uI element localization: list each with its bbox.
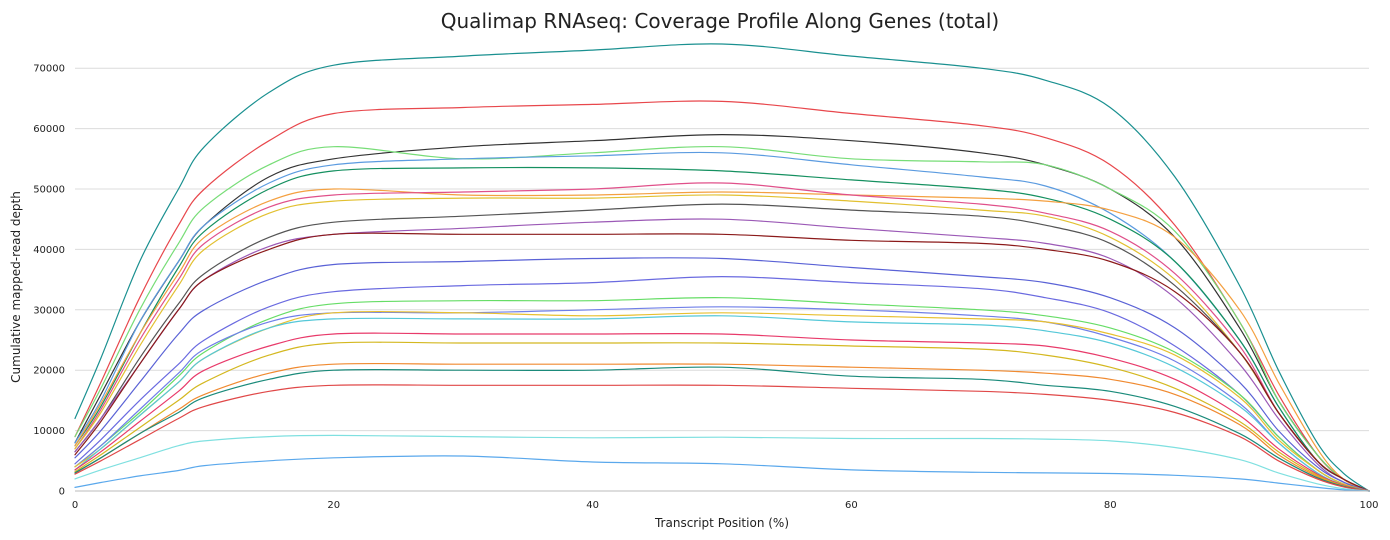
series-line-7 — [74, 188, 1370, 492]
x-axis-label: Transcript Position (%) — [654, 516, 789, 530]
y-tick-label: 60000 — [33, 124, 65, 135]
series-line-4 — [74, 145, 1370, 492]
x-tick-label: 0 — [72, 500, 78, 511]
y-tick-label: 70000 — [33, 64, 65, 75]
y-tick-label: 30000 — [33, 305, 65, 316]
series-line-15 — [74, 297, 1370, 492]
series-line-18 — [74, 315, 1370, 492]
series-layer — [74, 43, 1370, 492]
series-line-25 — [74, 455, 1370, 492]
series-line-12 — [74, 232, 1370, 492]
series-line-1 — [74, 43, 1370, 492]
series-line-23 — [74, 384, 1370, 492]
series-line-6 — [74, 166, 1370, 492]
y-axis-label: Cumulative mapped-read depth — [9, 191, 23, 383]
series-line-8 — [74, 182, 1370, 492]
series-line-14 — [74, 276, 1370, 492]
y-tick-label: 10000 — [33, 426, 65, 437]
series-line-24 — [74, 434, 1370, 492]
x-tick-label: 40 — [586, 500, 599, 511]
y-tick-label: 20000 — [33, 366, 65, 377]
series-line-16 — [74, 306, 1370, 492]
y-tick-label: 0 — [59, 487, 65, 498]
y-tick-label: 40000 — [33, 245, 65, 256]
chart-title: Qualimap RNAseq: Coverage Profile Along … — [441, 9, 999, 33]
x-tick-label: 100 — [1359, 500, 1378, 511]
y-axis-ticks: 0 10000 20000 30000 40000 50000 60000 70000 — [33, 64, 65, 498]
y-tick-label: 50000 — [33, 185, 65, 196]
x-axis-ticks: 0 20 40 60 80 100 — [72, 500, 1379, 511]
x-tick-label: 80 — [1104, 500, 1117, 511]
series-line-13 — [74, 257, 1370, 492]
x-tick-label: 60 — [845, 500, 858, 511]
series-line-19 — [74, 332, 1370, 492]
x-tick-label: 20 — [327, 500, 340, 511]
series-line-2 — [74, 100, 1370, 492]
series-line-22 — [74, 366, 1370, 492]
series-line-20 — [74, 341, 1370, 492]
series-line-21 — [74, 362, 1370, 492]
